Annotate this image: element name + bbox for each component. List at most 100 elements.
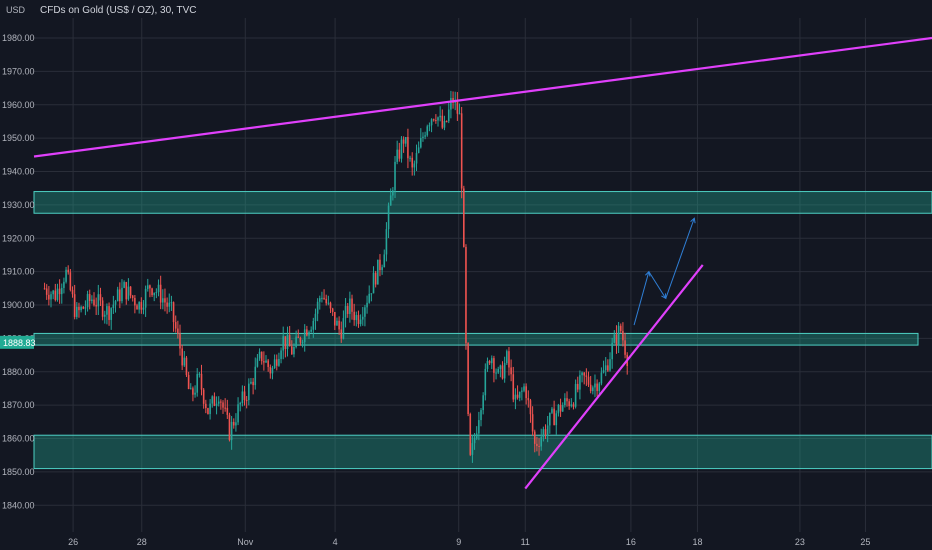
x-tick-label: 23	[795, 537, 805, 547]
candle-body	[58, 288, 61, 295]
candle-body	[310, 329, 312, 332]
candle-body	[527, 398, 530, 401]
candle-body	[71, 289, 74, 295]
candle-body	[482, 395, 484, 411]
candle-body	[589, 384, 592, 392]
candle-body	[260, 351, 263, 362]
candle-body	[60, 287, 63, 295]
candle-body	[54, 290, 57, 300]
candle-body	[592, 387, 594, 392]
candle-body	[295, 336, 297, 348]
support-resistance-zone	[33, 332, 919, 346]
candle-body	[516, 394, 519, 398]
candle-body	[159, 284, 162, 303]
candle-body	[129, 286, 132, 296]
candle-body	[598, 383, 601, 391]
candle-body	[256, 358, 259, 367]
candle-body	[93, 299, 95, 306]
candle-body	[387, 205, 390, 230]
candle-body	[284, 336, 287, 349]
candle-body	[321, 297, 323, 299]
candle-body	[222, 402, 224, 408]
candle-body	[512, 374, 515, 400]
candle-body	[553, 408, 555, 426]
candle-body	[533, 431, 536, 444]
candle-body	[194, 392, 196, 395]
candle-body	[611, 342, 613, 360]
candle-body	[557, 404, 560, 414]
candle-body	[544, 429, 547, 435]
candle-body	[224, 407, 226, 409]
candle-body	[202, 389, 205, 404]
candle-body	[131, 295, 134, 298]
candle-body	[424, 135, 426, 137]
candle-body	[215, 403, 218, 406]
candle-body	[576, 383, 579, 390]
candle-body	[73, 294, 76, 317]
trendlines[interactable]	[33, 36, 932, 490]
candle-body	[269, 366, 272, 374]
candle-body	[497, 368, 500, 373]
candle-body	[209, 403, 211, 414]
candle-body	[67, 269, 70, 273]
candle-body	[149, 285, 151, 289]
candle-body	[271, 368, 274, 374]
candle-body	[351, 298, 353, 312]
candle-body	[600, 372, 603, 384]
candle-body	[439, 115, 441, 118]
candle-body	[488, 361, 491, 364]
candle-body	[97, 294, 100, 307]
candle-body	[344, 306, 347, 319]
candle-body	[103, 314, 106, 317]
candle-body	[140, 302, 143, 310]
candle-body	[127, 286, 130, 300]
candle-body	[164, 298, 166, 303]
candle-body	[157, 284, 160, 293]
candle-body	[267, 360, 269, 367]
candle-body	[570, 404, 573, 407]
candle-body	[65, 269, 67, 282]
candle-body	[402, 139, 405, 144]
candles	[43, 90, 629, 463]
candle-body	[48, 294, 50, 300]
candle-body	[153, 292, 156, 296]
candle-body	[254, 366, 257, 386]
candle-body	[168, 302, 171, 307]
candle-body	[232, 421, 235, 426]
candle-body	[493, 358, 495, 373]
candle-body	[207, 408, 209, 414]
candle-body	[323, 297, 325, 299]
candle-body	[525, 386, 527, 399]
candle-body	[146, 285, 149, 289]
projection-arrows[interactable]	[633, 217, 696, 326]
candle-body	[467, 343, 469, 414]
candle-body	[334, 311, 336, 326]
candle-body	[484, 368, 487, 396]
candle-body	[594, 383, 596, 388]
candle-body	[185, 357, 188, 375]
projection-arrowhead	[690, 217, 696, 224]
candle-body	[559, 404, 562, 412]
candle-body	[273, 359, 276, 369]
candle-body	[546, 425, 549, 435]
candle-body	[248, 383, 250, 401]
candle-body	[551, 408, 553, 413]
candle-body	[235, 422, 237, 426]
candle-body	[245, 399, 248, 401]
candle-body	[445, 121, 448, 123]
candle-body	[125, 282, 128, 300]
candle-body	[166, 302, 168, 307]
candle-body	[301, 342, 304, 344]
price-tag-label: 1888.83	[3, 338, 36, 348]
trendline	[524, 264, 704, 490]
candle-body	[228, 414, 231, 441]
candle-body	[211, 396, 214, 404]
candle-body	[409, 157, 411, 159]
candle-body	[450, 98, 452, 110]
y-tick-label: 1920.00	[2, 233, 35, 243]
candle-body	[609, 359, 611, 371]
candle-body	[275, 359, 278, 366]
candle-body	[422, 136, 424, 139]
